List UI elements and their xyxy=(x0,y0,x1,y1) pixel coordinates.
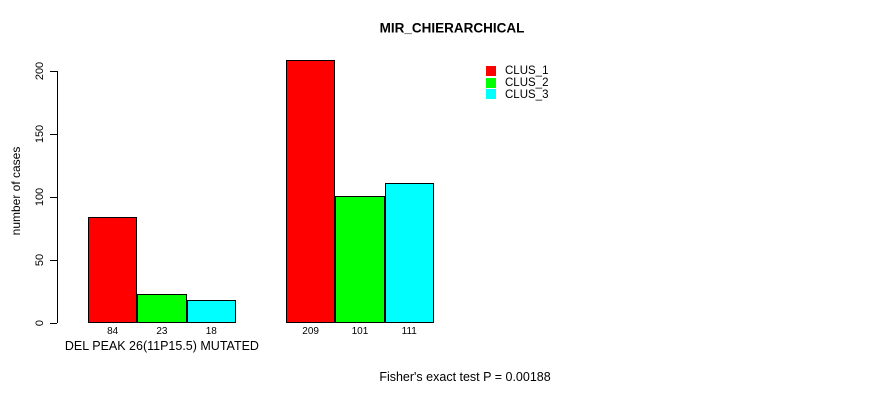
bar-clus_1-group1 xyxy=(88,217,138,323)
bar-value-label: 23 xyxy=(156,326,168,337)
legend-item-clus-3: CLUS_3 xyxy=(486,89,548,101)
legend-label-clus-3: CLUS_3 xyxy=(505,88,549,101)
bar-value-label: 111 xyxy=(401,326,417,337)
bar-value-label: 101 xyxy=(351,326,369,337)
bar-value-label: 18 xyxy=(205,326,217,337)
y-axis-title: number of cases xyxy=(9,146,23,236)
legend-item-clus-1: CLUS_1 xyxy=(486,65,548,77)
y-axis-tick-label: 150 xyxy=(34,124,46,144)
bar-clus_3-group1 xyxy=(186,300,236,323)
chart-title: MIR_CHIERARCHICAL xyxy=(379,20,525,36)
legend-label-clus-2: CLUS_2 xyxy=(505,76,549,89)
bar-clus_3-group2 xyxy=(384,183,434,323)
y-axis-tick-label: 50 xyxy=(34,253,46,267)
y-axis-tick-label: 100 xyxy=(34,187,46,207)
bar-clus_1-group2 xyxy=(286,59,336,323)
y-axis-tick-label: 0 xyxy=(34,319,46,327)
bar-clus_2-group1 xyxy=(137,294,187,323)
statistical-test-annotation: Fisher's exact test P = 0.00188 xyxy=(379,370,551,384)
bar-value-label: 209 xyxy=(302,326,319,337)
legend-swatch-clus-2 xyxy=(486,77,496,88)
legend-label-clus-1: CLUS_1 xyxy=(505,64,549,77)
legend-swatch-clus-3 xyxy=(486,89,496,100)
bar-clus_2-group2 xyxy=(335,195,385,323)
y-axis-tick xyxy=(50,196,57,198)
y-axis-line xyxy=(57,71,58,323)
legend-item-clus-2: CLUS_2 xyxy=(486,77,548,89)
legend-swatch-clus-1 xyxy=(486,65,496,76)
y-axis-tick xyxy=(50,133,57,135)
y-axis-tick xyxy=(50,70,57,72)
y-axis-tick xyxy=(50,322,57,324)
y-axis-tick xyxy=(50,259,57,261)
x-axis-group-label: DEL PEAK 26(11P15.5) MUTATED xyxy=(64,339,259,353)
legend: CLUS_1 CLUS_2 CLUS_3 xyxy=(486,65,548,101)
bar-value-label: 84 xyxy=(107,326,119,337)
y-axis-tick-label: 200 xyxy=(34,61,46,81)
